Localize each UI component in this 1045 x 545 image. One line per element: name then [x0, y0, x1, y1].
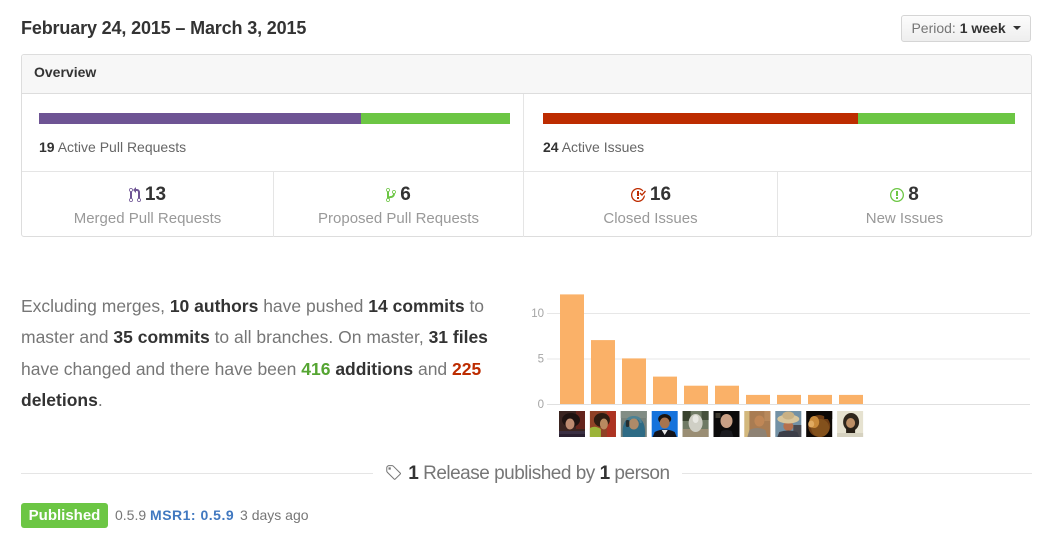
- svg-text:10: 10: [531, 308, 544, 320]
- svg-text:0: 0: [538, 399, 544, 411]
- svg-text:5: 5: [538, 354, 544, 366]
